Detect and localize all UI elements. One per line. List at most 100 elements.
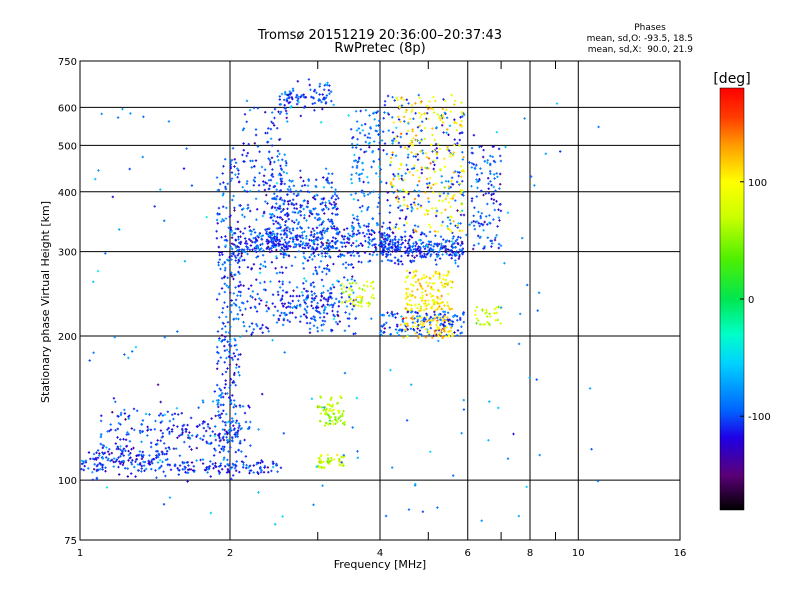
data-point <box>491 145 495 148</box>
data-point <box>396 331 399 334</box>
data-point <box>236 358 240 361</box>
data-point <box>350 128 353 131</box>
data-point <box>230 254 233 258</box>
data-point <box>122 454 125 457</box>
data-point <box>450 93 453 97</box>
data-point <box>254 133 258 137</box>
data-point <box>345 300 348 303</box>
data-point <box>332 412 336 416</box>
data-point <box>283 182 286 186</box>
data-point <box>324 167 328 170</box>
data-point <box>277 293 280 296</box>
data-point <box>228 350 231 353</box>
data-point <box>313 240 316 243</box>
data-point <box>192 465 195 468</box>
data-point <box>429 324 432 327</box>
data-point <box>183 465 186 469</box>
data-point <box>355 166 359 169</box>
data-point <box>119 438 122 441</box>
data-point <box>222 219 225 222</box>
data-point <box>378 212 381 215</box>
data-point <box>404 217 407 221</box>
data-point <box>424 191 427 194</box>
data-point <box>356 456 359 459</box>
data-point <box>250 267 253 270</box>
data-point <box>307 246 310 249</box>
data-point <box>315 185 318 189</box>
data-point <box>472 224 476 227</box>
data-point <box>256 234 259 238</box>
data-point <box>119 462 122 465</box>
data-point <box>267 306 270 310</box>
data-point <box>447 180 450 183</box>
data-point <box>435 147 438 150</box>
data-point <box>278 190 281 193</box>
data-point <box>459 244 462 247</box>
data-point <box>288 227 291 231</box>
data-point <box>350 142 354 146</box>
data-point <box>360 210 363 213</box>
data-point <box>405 249 409 252</box>
data-point <box>245 120 248 123</box>
data-point <box>331 194 334 198</box>
data-point <box>203 468 207 472</box>
data-point <box>356 138 359 141</box>
data-point <box>312 196 315 199</box>
data-point <box>279 249 282 252</box>
data-point <box>487 191 490 195</box>
data-point <box>270 469 273 473</box>
data-point <box>405 287 408 291</box>
data-point <box>426 104 429 108</box>
data-point <box>284 291 288 294</box>
data-point <box>215 218 219 222</box>
data-point <box>313 255 316 258</box>
data-point <box>422 273 425 277</box>
data-point <box>100 112 103 116</box>
data-point <box>315 272 319 276</box>
data-point <box>436 320 439 324</box>
data-point <box>222 181 225 184</box>
data-point <box>221 311 224 314</box>
data-point <box>161 414 165 417</box>
data-point <box>117 447 120 450</box>
data-point <box>450 216 453 219</box>
data-point <box>91 457 95 460</box>
data-point <box>325 272 328 276</box>
data-point <box>315 295 318 298</box>
data-point <box>304 302 307 305</box>
data-point <box>254 245 258 248</box>
data-point <box>388 259 392 262</box>
data-point <box>495 200 498 203</box>
data-point <box>480 222 483 226</box>
data-point <box>201 458 205 461</box>
data-point <box>282 305 285 308</box>
data-point <box>596 479 600 483</box>
data-point <box>420 100 423 103</box>
data-point <box>231 198 234 202</box>
x-axis-label: Frequency [MHz] <box>334 558 426 571</box>
data-point <box>440 281 443 284</box>
data-point <box>421 152 425 155</box>
data-point <box>321 484 324 487</box>
data-point <box>396 248 399 251</box>
data-point <box>97 169 100 172</box>
data-point <box>218 253 221 257</box>
data-point <box>433 313 436 316</box>
data-point <box>425 234 428 238</box>
data-point <box>96 269 100 273</box>
data-point <box>422 324 425 327</box>
data-point <box>288 281 291 284</box>
data-point <box>404 251 407 255</box>
data-point <box>325 178 328 181</box>
data-point <box>409 203 413 206</box>
data-point <box>412 117 415 120</box>
data-point <box>228 343 231 347</box>
data-point <box>221 373 224 376</box>
data-point <box>168 447 171 451</box>
data-point <box>406 168 409 171</box>
data-point <box>222 192 225 195</box>
data-point <box>343 423 346 426</box>
data-point <box>227 470 231 474</box>
data-point <box>95 451 98 454</box>
data-point <box>295 207 298 210</box>
